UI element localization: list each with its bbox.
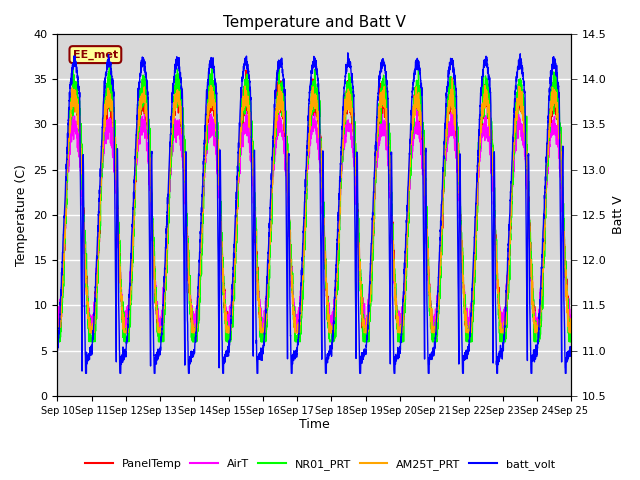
Y-axis label: Batt V: Batt V: [612, 196, 625, 234]
Legend: PanelTemp, AirT, NR01_PRT, AM25T_PRT, batt_volt: PanelTemp, AirT, NR01_PRT, AM25T_PRT, ba…: [80, 455, 560, 474]
Y-axis label: Temperature (C): Temperature (C): [15, 164, 28, 266]
Title: Temperature and Batt V: Temperature and Batt V: [223, 15, 406, 30]
X-axis label: Time: Time: [299, 419, 330, 432]
Text: EE_met: EE_met: [73, 49, 118, 60]
